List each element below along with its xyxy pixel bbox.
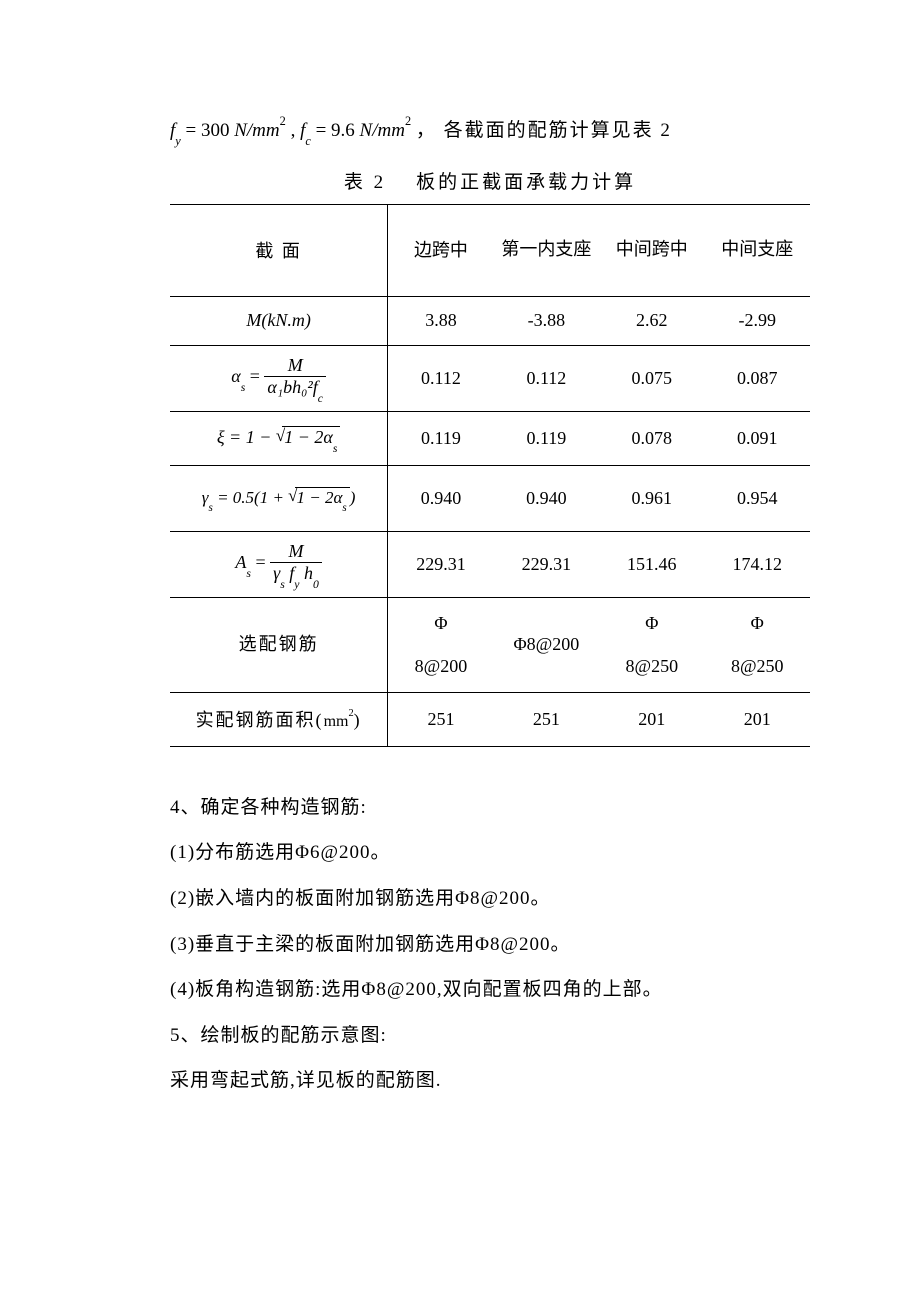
row-rebar-selection: 选配钢筋 Φ 8@200 Φ8@200 Φ 8@250 Φ 8@250 xyxy=(170,597,810,692)
cell-rebar-4: Φ 8@250 xyxy=(705,597,810,692)
paragraph-5-note: 采用弯起式筋,详见板的配筋图. xyxy=(170,1058,810,1104)
fraction-icon: M α₁bh₀²fc xyxy=(264,355,326,401)
table-caption: 表 2 板的正截面承载力计算 xyxy=(170,167,810,194)
header-col-4: 中间支座 xyxy=(705,204,810,296)
sqrt-icon: √ xyxy=(288,486,297,505)
body-paragraphs: 4、确定各种构造钢筋: (1)分布筋选用Φ6@200。 (2)嵌入墙内的板面附加… xyxy=(170,785,810,1104)
row-actual-area: 实配钢筋面积(mm2) 251 251 201 201 xyxy=(170,692,810,746)
cell-xi-1: 0.119 xyxy=(388,411,494,465)
cell-xi-3: 0.078 xyxy=(599,411,704,465)
paragraph-5: 5、绘制板的配筋示意图: xyxy=(170,1013,810,1059)
header-col-3: 中间跨中 xyxy=(599,204,704,296)
fy-value: 300 xyxy=(201,120,230,141)
unit-n-mm2-1: N/mm2 xyxy=(234,120,286,141)
paragraph-4-1: (1)分布筋选用Φ6@200。 xyxy=(170,830,810,876)
equals-2: = xyxy=(316,120,331,141)
cell-rebar-3: Φ 8@250 xyxy=(599,597,704,692)
cell-area-1: 229.31 xyxy=(388,531,494,597)
paragraph-4-3: (3)垂直于主梁的板面附加钢筋选用Φ8@200。 xyxy=(170,922,810,968)
paragraph-4-4: (4)板角构造钢筋:选用Φ8@200,双向配置板四角的上部。 xyxy=(170,967,810,1013)
fraction-icon: M γs fy h0 xyxy=(270,541,322,587)
cell-moment-2: -3.88 xyxy=(494,296,599,345)
label-alpha-s: αs = M α₁bh₀²fc xyxy=(170,345,388,411)
cell-actual-2: 251 xyxy=(494,692,599,746)
cell-gamma-4: 0.954 xyxy=(705,465,810,531)
row-gamma-s: γs = 0.5(1 + √1 − 2αs) 0.940 0.940 0.961… xyxy=(170,465,810,531)
caption-right: 板的正截面承载力计算 xyxy=(416,172,636,193)
label-area-s: As = M γs fy h0 xyxy=(170,531,388,597)
header-formula: fy = 300 N/mm2 , fc = 9.6 N/mm2 ， 各截面的配筋… xyxy=(170,115,810,145)
table-header-row: 截 面 边跨中 第一内支座 中间跨中 中间支座 xyxy=(170,204,810,296)
cell-rebar-1: Φ 8@200 xyxy=(388,597,494,692)
sqrt-icon: √ xyxy=(276,426,285,445)
comma-2: ， xyxy=(411,120,435,141)
cell-moment-3: 2.62 xyxy=(599,296,704,345)
label-rebar-selection: 选配钢筋 xyxy=(170,597,388,692)
label-actual-area: 实配钢筋面积(mm2) xyxy=(170,692,388,746)
paragraph-4: 4、确定各种构造钢筋: xyxy=(170,785,810,831)
cell-area-3: 151.46 xyxy=(599,531,704,597)
cell-actual-3: 201 xyxy=(599,692,704,746)
equals: = xyxy=(186,120,201,141)
row-alpha-s: αs = M α₁bh₀²fc 0.112 0.112 0.075 0.087 xyxy=(170,345,810,411)
cell-alpha-3: 0.075 xyxy=(599,345,704,411)
fc-sub: c xyxy=(305,134,310,148)
header-col-2: 第一内支座 xyxy=(494,204,599,296)
cell-gamma-1: 0.940 xyxy=(388,465,494,531)
cell-actual-1: 251 xyxy=(388,692,494,746)
cell-moment-1: 3.88 xyxy=(388,296,494,345)
cell-xi-4: 0.091 xyxy=(705,411,810,465)
caption-left: 表 2 xyxy=(344,172,386,193)
cell-moment-4: -2.99 xyxy=(705,296,810,345)
comma: , xyxy=(286,120,300,141)
cell-actual-4: 201 xyxy=(705,692,810,746)
header-col-1: 边跨中 xyxy=(388,204,494,296)
cell-area-2: 229.31 xyxy=(494,531,599,597)
header-section: 截 面 xyxy=(170,204,388,296)
cell-alpha-1: 0.112 xyxy=(388,345,494,411)
row-xi: ξ = 1 − √1 − 2αs 0.119 0.119 0.078 0.091 xyxy=(170,411,810,465)
cell-gamma-2: 0.940 xyxy=(494,465,599,531)
fc-value: 9.6 xyxy=(331,120,355,141)
label-gamma-s: γs = 0.5(1 + √1 − 2αs) xyxy=(170,465,388,531)
label-moment: M(kN.m) xyxy=(170,296,388,345)
cell-alpha-2: 0.112 xyxy=(494,345,599,411)
cell-alpha-4: 0.087 xyxy=(705,345,810,411)
paragraph-4-2: (2)嵌入墙内的板面附加钢筋选用Φ8@200。 xyxy=(170,876,810,922)
cell-rebar-2: Φ8@200 xyxy=(494,597,599,692)
cell-xi-2: 0.119 xyxy=(494,411,599,465)
cell-area-4: 174.12 xyxy=(705,531,810,597)
fy-sub: y xyxy=(175,134,180,148)
row-moment: M(kN.m) 3.88 -3.88 2.62 -2.99 xyxy=(170,296,810,345)
calculation-table: 截 面 边跨中 第一内支座 中间跨中 中间支座 M(kN.m) 3.88 -3.… xyxy=(170,204,810,747)
page-container: fy = 300 N/mm2 , fc = 9.6 N/mm2 ， 各截面的配筋… xyxy=(0,0,920,1164)
cell-gamma-3: 0.961 xyxy=(599,465,704,531)
row-area-s: As = M γs fy h0 229.31 229.31 151.46 174… xyxy=(170,531,810,597)
header-tail-text: 各截面的配筋计算见表 2 xyxy=(444,120,672,141)
label-xi: ξ = 1 − √1 − 2αs xyxy=(170,411,388,465)
unit-n-mm2-2: N/mm2 xyxy=(360,120,412,141)
